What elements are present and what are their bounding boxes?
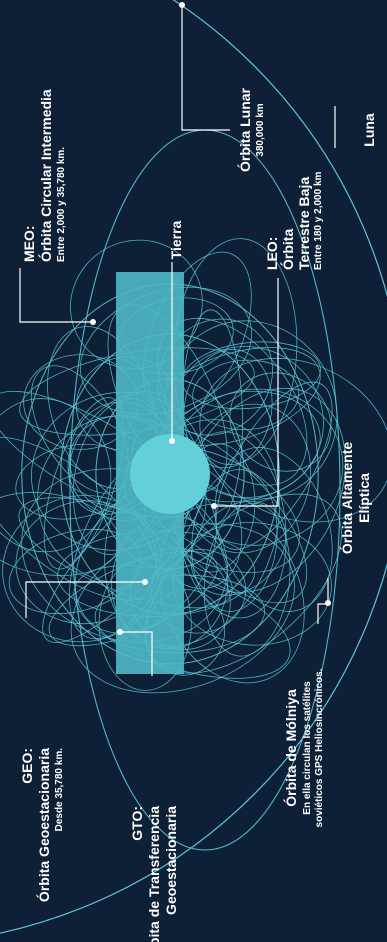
label-geo: GEO: Órbita Geoestacionaria Desde 35,780… bbox=[19, 748, 65, 902]
label-heo: Órbita Altamente Elíptica bbox=[338, 442, 372, 554]
orbit-trace bbox=[181, 341, 321, 410]
label-leo: LEO: Órbita Terrestre Baja Entre 180 y 2… bbox=[264, 171, 324, 270]
orbit-trace bbox=[0, 398, 112, 553]
orbit-trace bbox=[183, 349, 273, 469]
leader-lines bbox=[19, 8, 336, 676]
heo-title-2: Elíptica bbox=[356, 473, 372, 523]
orbita-lunar-distance: 380,000 km bbox=[255, 103, 266, 156]
earth bbox=[130, 434, 210, 514]
meo-range: Entre 2,000 y 35,780 km. bbox=[56, 147, 67, 262]
label-orbita-lunar: Órbita Lunar 380,000 km bbox=[236, 87, 266, 172]
gto-title-2: Geoestacionaria bbox=[163, 806, 179, 915]
orbit-trace bbox=[214, 447, 333, 612]
leo-title-1: Órbita bbox=[279, 229, 296, 270]
label-luna: Luna bbox=[361, 113, 377, 147]
leo-range: Entre 180 y 2,000 km bbox=[313, 171, 324, 270]
label-gto: GTO: Órbita de Transferencia Geoestacion… bbox=[129, 806, 179, 942]
label-tierra: Tierra bbox=[168, 220, 184, 259]
orbit-trace bbox=[191, 469, 278, 612]
orbit-trace bbox=[43, 397, 125, 570]
geo-code: GEO: bbox=[19, 748, 35, 784]
orbita-lunar-title: Órbita Lunar bbox=[236, 87, 253, 172]
leo-title-2: Terrestre Baja bbox=[296, 177, 312, 270]
label-meo: MEO: Órbita Circular Intermedia Entre 2,… bbox=[21, 89, 67, 262]
label-molniya: Órbita de Mólniya En ella circulan los s… bbox=[282, 668, 325, 827]
molniya-title: Órbita de Mólniya bbox=[282, 689, 299, 807]
orbit-trace bbox=[229, 372, 332, 472]
geo-title: Órbita Geoestacionaria bbox=[35, 748, 52, 902]
leader-dots bbox=[90, 2, 331, 635]
gto-code: GTO: bbox=[129, 806, 145, 841]
heo-title-1: Órbita Altamente bbox=[338, 442, 355, 554]
orbit-trace bbox=[215, 381, 333, 550]
luna-text: Luna bbox=[361, 113, 377, 147]
gto-title-1: Órbita de Transferencia bbox=[145, 806, 162, 942]
molniya-desc-1: En ella circulan los satélites bbox=[302, 681, 313, 815]
molniya-desc-2: soviéticos GPS Heliosincrónicos. bbox=[314, 668, 325, 827]
orbit-trace bbox=[172, 522, 332, 646]
meo-title: Órbita Circular Intermedia bbox=[37, 89, 54, 262]
leo-code: LEO: bbox=[264, 237, 280, 270]
geo-range: Desde 35,780 km. bbox=[54, 748, 65, 832]
meo-code: MEO: bbox=[21, 225, 37, 262]
tierra-text: Tierra bbox=[168, 220, 184, 259]
